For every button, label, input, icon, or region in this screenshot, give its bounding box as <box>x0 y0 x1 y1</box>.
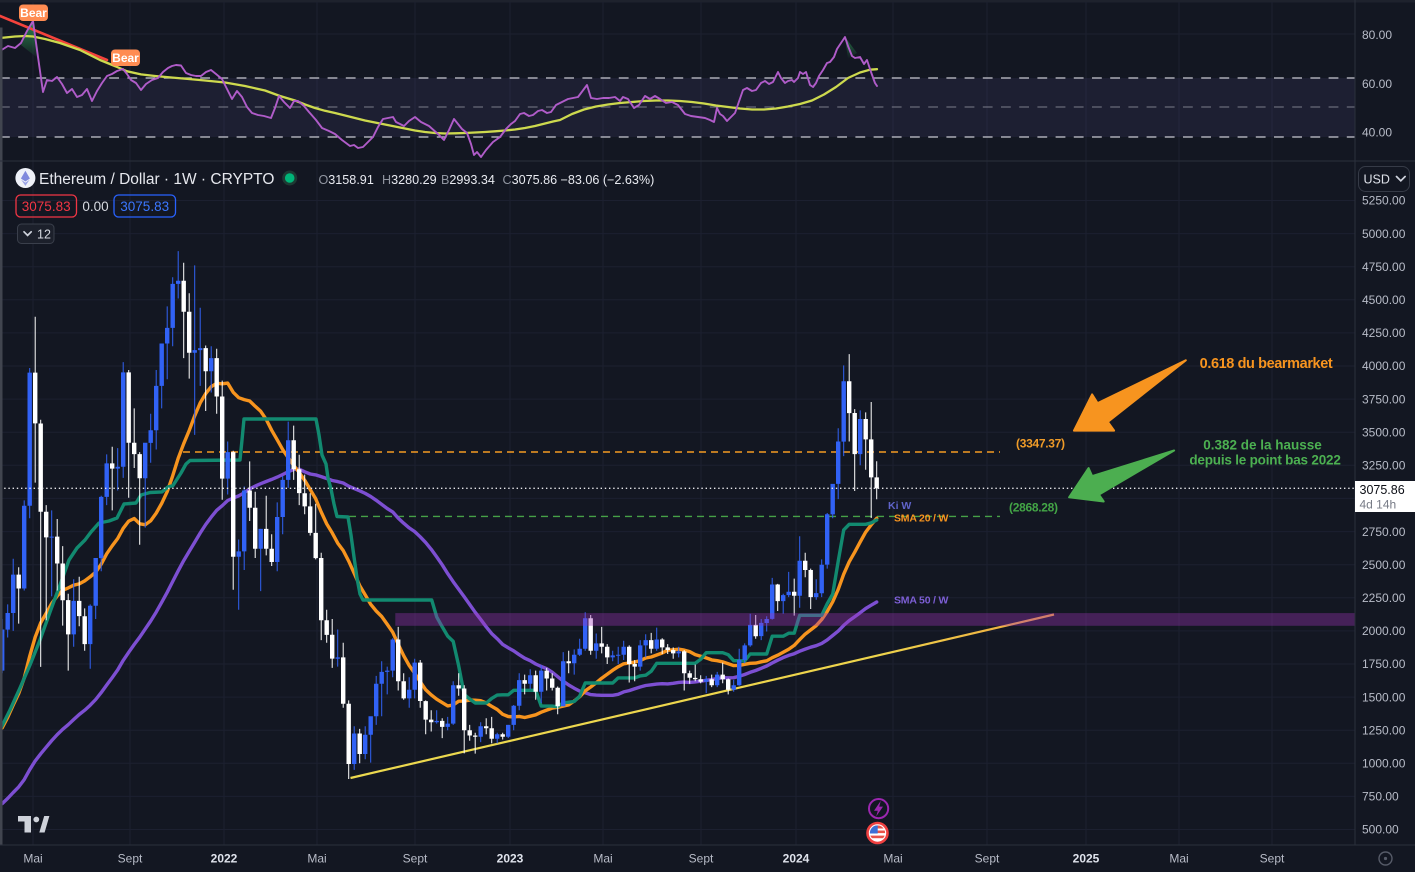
svg-text:500.00: 500.00 <box>1362 823 1399 837</box>
svg-text:4500.00: 4500.00 <box>1362 293 1406 307</box>
svg-text:Mai: Mai <box>1169 852 1188 866</box>
svg-text:SMA 20 / W: SMA 20 / W <box>894 513 948 525</box>
svg-text:USD: USD <box>1364 172 1390 186</box>
svg-text:3075.86: 3075.86 <box>1360 483 1405 497</box>
svg-text:0.382 de la hausse: 0.382 de la hausse <box>1203 438 1322 453</box>
svg-text:Sept: Sept <box>975 852 1000 866</box>
svg-text:Sept: Sept <box>118 852 143 866</box>
svg-text:4000.00: 4000.00 <box>1362 359 1406 373</box>
svg-text:4250.00: 4250.00 <box>1362 326 1406 340</box>
svg-text:2000.00: 2000.00 <box>1362 624 1406 638</box>
svg-text:40.00: 40.00 <box>1362 126 1392 140</box>
svg-text:2500.00: 2500.00 <box>1362 558 1406 572</box>
svg-text:Mai: Mai <box>307 852 326 866</box>
svg-text:−83.06 (−2.63%): −83.06 (−2.63%) <box>561 173 655 187</box>
svg-text:1750.00: 1750.00 <box>1362 657 1406 671</box>
svg-text:2022: 2022 <box>211 852 238 866</box>
svg-text:80.00: 80.00 <box>1362 28 1392 42</box>
svg-text:3500.00: 3500.00 <box>1362 425 1406 439</box>
svg-text:Bear: Bear <box>20 6 47 20</box>
svg-text:0.00: 0.00 <box>82 199 108 214</box>
svg-text:2025: 2025 <box>1073 852 1100 866</box>
svg-text:Ki W: Ki W <box>888 500 911 512</box>
svg-text:B2993.34: B2993.34 <box>441 173 495 187</box>
svg-text:Mai: Mai <box>23 852 42 866</box>
svg-text:1000.00: 1000.00 <box>1362 757 1406 771</box>
svg-text:60.00: 60.00 <box>1362 77 1392 91</box>
svg-text:(3347.37): (3347.37) <box>1016 437 1065 451</box>
svg-text:5000.00: 5000.00 <box>1362 227 1406 241</box>
svg-text:Mai: Mai <box>593 852 612 866</box>
svg-text:1250.00: 1250.00 <box>1362 723 1406 737</box>
svg-text:2250.00: 2250.00 <box>1362 591 1406 605</box>
svg-text:5250.00: 5250.00 <box>1362 194 1406 208</box>
svg-text:Ethereum / Dollar · 1W · CRYPT: Ethereum / Dollar · 1W · CRYPTO <box>39 171 274 188</box>
svg-text:750.00: 750.00 <box>1362 790 1399 804</box>
svg-text:1500.00: 1500.00 <box>1362 690 1406 704</box>
svg-text:SMA 50 / W: SMA 50 / W <box>894 595 948 607</box>
svg-text:2023: 2023 <box>497 852 524 866</box>
svg-text:4d 14h: 4d 14h <box>1360 497 1397 511</box>
svg-text:C3075.86: C3075.86 <box>503 173 558 187</box>
svg-text:O3158.91: O3158.91 <box>319 173 374 187</box>
svg-text:3250.00: 3250.00 <box>1362 459 1406 473</box>
svg-text:(2868.28): (2868.28) <box>1009 501 1058 515</box>
svg-text:12: 12 <box>37 228 51 242</box>
svg-text:Mai: Mai <box>883 852 902 866</box>
svg-text:3075.83: 3075.83 <box>22 199 71 214</box>
svg-text:depuis le point bas 2022: depuis le point bas 2022 <box>1189 453 1340 468</box>
svg-text:3750.00: 3750.00 <box>1362 392 1406 406</box>
svg-text:3075.83: 3075.83 <box>120 199 169 214</box>
svg-text:2750.00: 2750.00 <box>1362 525 1406 539</box>
svg-text:Sept: Sept <box>1260 852 1285 866</box>
svg-text:0.618 du bearmarket: 0.618 du bearmarket <box>1200 356 1333 372</box>
svg-text:4750.00: 4750.00 <box>1362 260 1406 274</box>
svg-text:2024: 2024 <box>783 852 810 866</box>
svg-text:Sept: Sept <box>689 852 714 866</box>
svg-text:Bear: Bear <box>112 51 139 65</box>
svg-text:Sept: Sept <box>403 852 428 866</box>
svg-text:H3280.29: H3280.29 <box>382 173 437 187</box>
